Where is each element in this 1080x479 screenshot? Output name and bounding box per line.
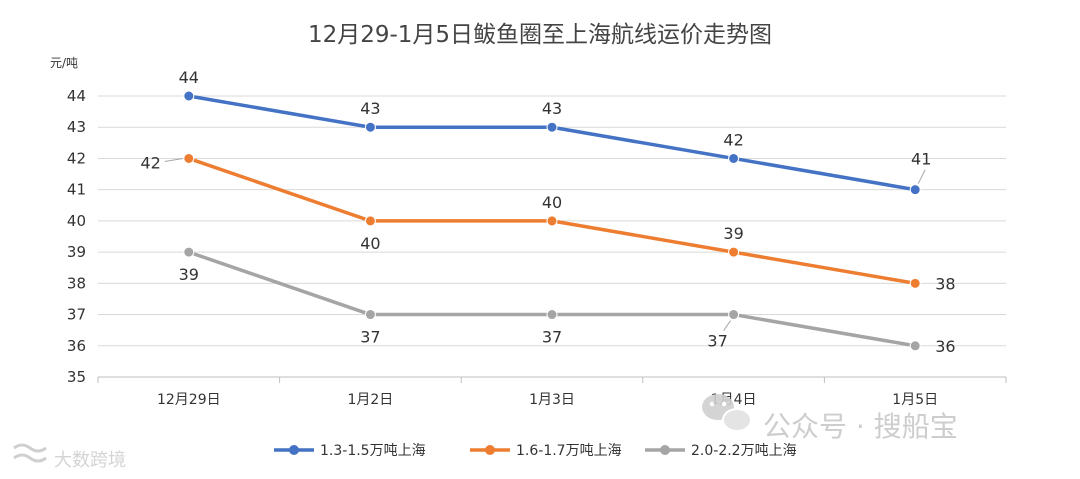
- data-point: [909, 277, 921, 289]
- y-tick-label: 41: [67, 181, 86, 199]
- data-label: 44: [179, 68, 199, 87]
- data-label: 40: [542, 193, 562, 212]
- data-label: 37: [360, 328, 380, 347]
- source-watermark-text: 大数跨境: [54, 450, 126, 471]
- data-label: 37: [707, 332, 727, 351]
- legend-label: 2.0-2.2万吨上海: [691, 443, 797, 459]
- data-label: 37: [542, 328, 562, 347]
- data-label: 43: [542, 99, 562, 118]
- wechat-account-text: 公众号 · 搜船宝: [763, 410, 958, 443]
- x-tick-label: 1月5日: [892, 392, 938, 408]
- y-tick-label: 37: [67, 306, 86, 324]
- data-label: 38: [935, 274, 955, 293]
- data-point: [183, 152, 195, 164]
- data-point: [183, 90, 195, 102]
- series-1: [183, 90, 921, 196]
- legend-label: 1.3-1.5万吨上海: [320, 443, 426, 459]
- x-tick-label: 1月3日: [529, 392, 575, 408]
- legend-item-3: 2.0-2.2万吨上海: [645, 443, 797, 459]
- data-label: 36: [935, 337, 955, 356]
- legend-item-1: 1.3-1.5万吨上海: [274, 443, 426, 459]
- data-label: 39: [723, 224, 743, 243]
- data-label: 40: [360, 234, 380, 253]
- data-point: [546, 215, 558, 227]
- wechat-watermark: 公众号 · 搜船宝: [702, 394, 958, 443]
- data-point: [909, 340, 921, 352]
- data-point: [909, 184, 921, 196]
- y-tick-label: 39: [67, 243, 86, 261]
- dashuju-logo-icon: [13, 443, 47, 463]
- data-label: 42: [723, 130, 743, 149]
- legend: 1.3-1.5万吨上海 1.6-1.7万吨上海 2.0-2.2万吨上海: [274, 443, 797, 459]
- y-axis-ticks: 35 36 37 38 39 40 41 42 43 44: [67, 87, 86, 386]
- y-tick-label: 40: [67, 212, 86, 230]
- series-3: [183, 246, 921, 352]
- data-labels: 44 43 43 42 41 42 40 40 39 38 39 37 37 37 36: [140, 68, 955, 356]
- label-leader-line: [917, 169, 926, 184]
- data-point: [546, 121, 558, 133]
- data-label: 43: [360, 99, 380, 118]
- x-tick-label: 12月29日: [157, 392, 221, 408]
- chart-title: 12月29-1月5日鲅鱼圈至上海航线运价走势图: [308, 22, 772, 48]
- data-label: 39: [179, 265, 199, 284]
- source-watermark: 大数跨境: [13, 443, 126, 471]
- legend-marker: [485, 445, 495, 455]
- y-tick-label: 44: [67, 87, 86, 105]
- legend-marker: [660, 445, 670, 455]
- series-lines: [183, 90, 921, 352]
- data-point: [183, 246, 195, 258]
- legend-marker: [289, 445, 299, 455]
- legend-label: 1.6-1.7万吨上海: [516, 443, 622, 459]
- y-tick-label: 43: [67, 118, 86, 136]
- data-label: 41: [911, 150, 931, 169]
- y-axis-unit-label: 元/吨: [50, 56, 78, 70]
- data-point: [546, 309, 558, 321]
- label-leader-line: [723, 320, 732, 331]
- y-tick-label: 36: [67, 337, 86, 355]
- label-leader-line: [164, 157, 183, 162]
- data-point: [728, 246, 740, 258]
- data-point: [364, 215, 376, 227]
- legend-item-2: 1.6-1.7万吨上海: [470, 443, 622, 459]
- y-tick-label: 42: [67, 149, 86, 167]
- data-point: [364, 121, 376, 133]
- data-point: [364, 309, 376, 321]
- x-tick-label: 1月2日: [347, 392, 393, 408]
- y-tick-label: 38: [67, 274, 86, 292]
- series-2: [183, 152, 921, 289]
- wechat-icon: [702, 394, 752, 432]
- data-label: 42: [140, 153, 160, 172]
- data-point: [728, 309, 740, 321]
- data-point: [728, 152, 740, 164]
- y-tick-label: 35: [67, 368, 86, 386]
